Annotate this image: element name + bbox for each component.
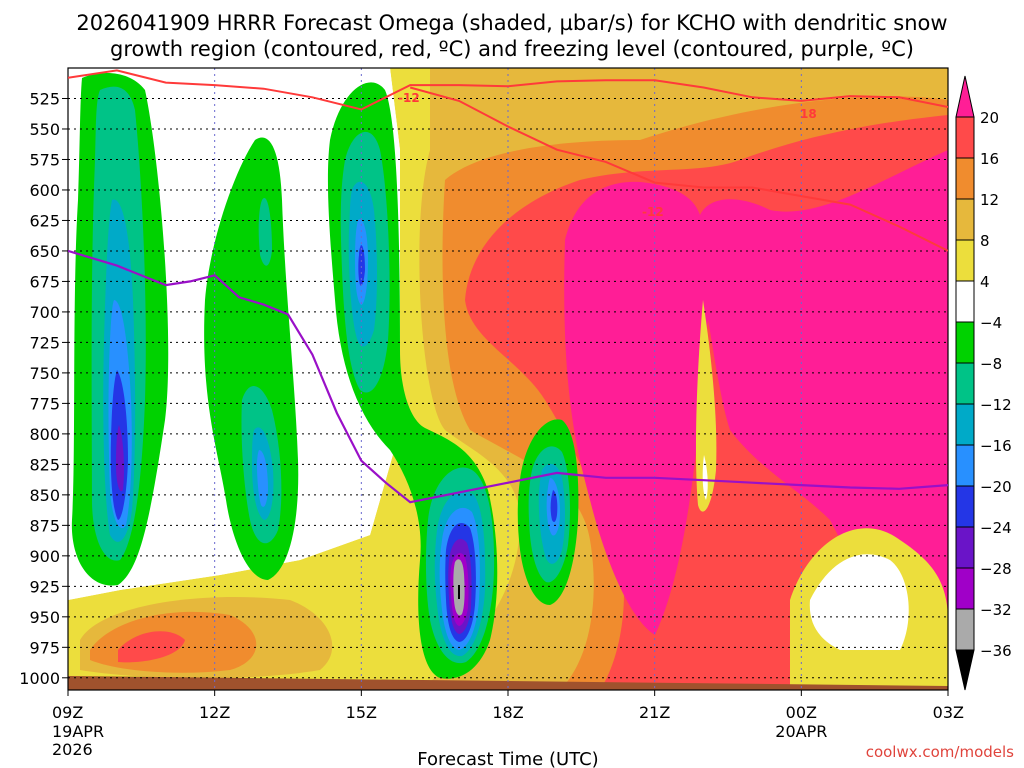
y-tick-label: 950 bbox=[29, 608, 60, 627]
colorbar-label: −12 bbox=[980, 396, 1012, 414]
x-tick-label: 12Z bbox=[199, 703, 230, 722]
colorbar-swatch bbox=[955, 608, 975, 651]
ground-below-surface bbox=[68, 676, 948, 690]
omega-m24-m20-darkblue-15z bbox=[358, 245, 365, 286]
y-tick-label: 600 bbox=[29, 181, 60, 200]
colorbar-label: −36 bbox=[980, 642, 1012, 660]
chart-title-line-1: 2026041909 HRRR Forecast Omega (shaded, … bbox=[76, 11, 947, 35]
x-tick-label: 15Z bbox=[346, 703, 377, 722]
colorbar-label: −16 bbox=[980, 437, 1012, 455]
colorbar-swatch bbox=[955, 526, 975, 569]
x-tick-date: 19APR bbox=[52, 722, 104, 741]
credit-text: coolwx.com/models bbox=[866, 743, 1014, 761]
omega-m12-m8-teal-12z-upper bbox=[258, 198, 272, 266]
colorbar-label: −20 bbox=[980, 478, 1012, 496]
y-tick-label: 1000 bbox=[19, 669, 60, 688]
colorbar-swatch bbox=[955, 403, 975, 446]
colorbar-label: 16 bbox=[980, 150, 999, 168]
colorbar-swatch bbox=[955, 157, 975, 200]
grid-lines bbox=[68, 68, 948, 690]
x-tick-label: 18Z bbox=[492, 703, 523, 722]
x-tick-date: 20APR bbox=[775, 722, 827, 741]
colorbar-swatch bbox=[955, 362, 975, 405]
y-tick-label: 675 bbox=[29, 272, 60, 291]
colorbar-swatch bbox=[955, 444, 975, 487]
omega-gt20-pink bbox=[564, 150, 948, 640]
omega-4-8-yellow-spike bbox=[695, 300, 717, 512]
colorbar-swatch bbox=[955, 198, 975, 241]
y-tick-label: 800 bbox=[29, 425, 60, 444]
y-tick-label: 875 bbox=[29, 516, 60, 535]
y-tick-label: 650 bbox=[29, 242, 60, 261]
y-tick-label: 850 bbox=[29, 486, 60, 505]
y-tick-label: 975 bbox=[29, 638, 60, 657]
colorbar-label: 4 bbox=[980, 273, 990, 291]
y-tick-label: 575 bbox=[29, 150, 60, 169]
colorbar-label: −4 bbox=[980, 314, 1002, 332]
x-tick-label: 00Z bbox=[786, 703, 817, 722]
colorbar-swatch bbox=[955, 321, 975, 364]
dgz-bottom-contour bbox=[409, 86, 948, 252]
y-tick-label: 750 bbox=[29, 364, 60, 383]
omega-m28-m24-purple-west bbox=[116, 425, 124, 492]
colorbar-label: 12 bbox=[980, 191, 999, 209]
y-tick-label: 900 bbox=[29, 547, 60, 566]
colorbar-swatch bbox=[955, 567, 975, 610]
y-axis: 525 550 575 600 625 650 675 700 725 750 775 800 825 8… bbox=[19, 89, 68, 688]
y-tick-label: 550 bbox=[29, 120, 60, 139]
colorbar-top-triangle bbox=[955, 75, 975, 118]
dgz-top-contour bbox=[68, 69, 948, 111]
omega-16-20-red-lowleft bbox=[118, 631, 185, 663]
contour-labels: -12 -12 18 bbox=[398, 91, 817, 219]
dgz-bottom-label: -12 bbox=[642, 205, 664, 219]
x-tick-label: 03Z bbox=[933, 703, 964, 722]
y-tick-label: 700 bbox=[29, 303, 60, 322]
x-axis-label: Forecast Time (UTC) bbox=[417, 749, 598, 768]
colorbar-label: −8 bbox=[980, 355, 1002, 373]
x-tick-year: 2026 bbox=[52, 740, 93, 759]
colorbar-bottom-triangle bbox=[955, 649, 975, 691]
omega-m24-m20-darkblue-19z bbox=[550, 490, 558, 523]
y-tick-label: 525 bbox=[29, 89, 60, 108]
colorbar-label: 8 bbox=[980, 232, 990, 250]
dgz-top-label-east: 18 bbox=[800, 107, 817, 121]
y-tick-label: 925 bbox=[29, 577, 60, 596]
omega-lt36-black-core bbox=[458, 585, 460, 599]
omega-m4-4-white-lowhump bbox=[809, 554, 909, 650]
colorbar-label: 20 bbox=[980, 109, 999, 127]
colorbar: 20 16 12 8 4 −4 −8 −12 −16 −20 −24 −28 −32 −36 bbox=[955, 75, 1012, 691]
y-tick-label: 625 bbox=[29, 211, 60, 230]
omega-m20-m16-blue-12z bbox=[257, 450, 268, 507]
y-tick-label: 825 bbox=[29, 455, 60, 474]
y-tick-label: 725 bbox=[29, 333, 60, 352]
colorbar-swatch bbox=[955, 485, 975, 528]
omega-shading bbox=[68, 68, 948, 690]
dgz-top-label-west: -12 bbox=[398, 91, 420, 105]
colorbar-label: −32 bbox=[980, 601, 1012, 619]
freezing-level-contour bbox=[68, 249, 948, 504]
omega-m4-4-white-spike bbox=[702, 455, 708, 500]
colorbar-label: −28 bbox=[980, 560, 1012, 578]
colorbar-swatch bbox=[955, 116, 975, 159]
x-tick-label: 09Z bbox=[52, 703, 83, 722]
colorbar-swatch bbox=[955, 280, 975, 323]
chart-title-line-2: growth region (contoured, red, ºC) and f… bbox=[110, 37, 914, 61]
y-tick-label: 775 bbox=[29, 394, 60, 413]
x-tick-label: 21Z bbox=[639, 703, 670, 722]
colorbar-label: −24 bbox=[980, 519, 1012, 537]
colorbar-swatch bbox=[955, 239, 975, 282]
